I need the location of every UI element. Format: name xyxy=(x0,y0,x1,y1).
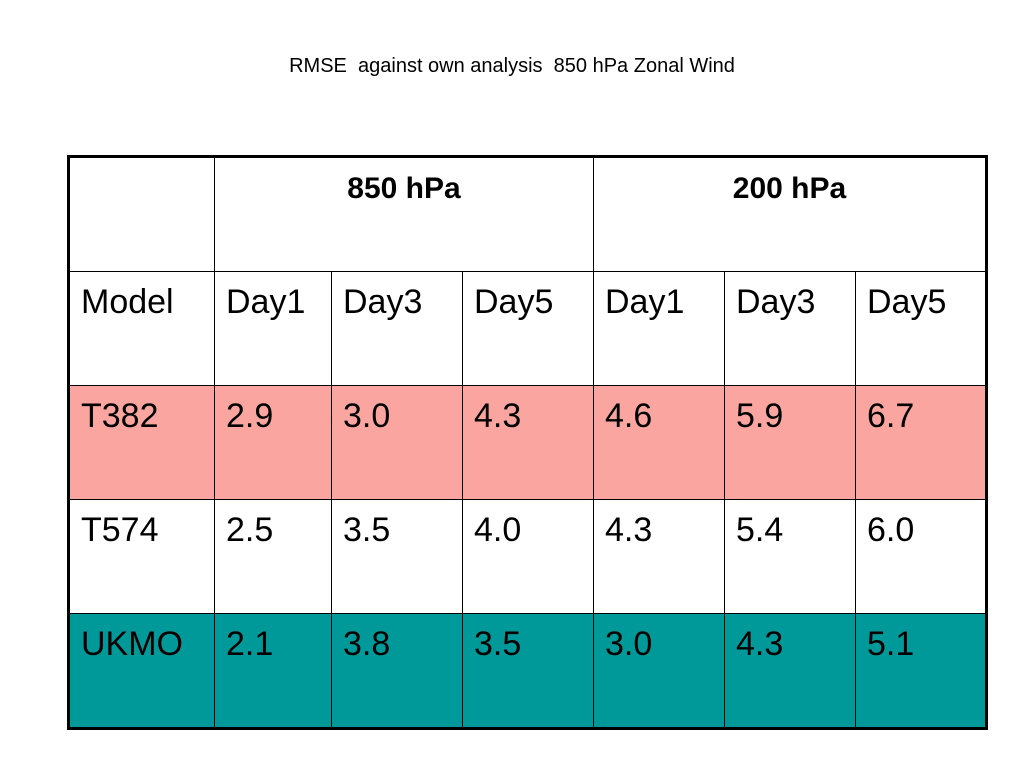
column-header: Day5 xyxy=(855,271,987,386)
value-cell: 2.9 xyxy=(214,385,332,500)
column-header: Day1 xyxy=(214,271,332,386)
table-row-t574: T574 2.5 3.5 4.0 4.3 5.4 6.0 xyxy=(68,499,987,614)
value-cell: 4.6 xyxy=(593,385,725,500)
corner-cell xyxy=(68,156,215,272)
table-row-t382: T382 2.9 3.0 4.3 4.6 5.9 6.7 xyxy=(68,385,987,500)
value-cell: 3.8 xyxy=(331,613,463,729)
group-header-row: 850 hPa 200 hPa xyxy=(68,156,987,272)
value-cell: 2.5 xyxy=(214,499,332,614)
page-title: RMSE against own analysis 850 hPa Zonal … xyxy=(289,55,735,77)
value-cell: 6.7 xyxy=(855,385,987,500)
value-cell: 4.0 xyxy=(462,499,594,614)
value-cell: 6.0 xyxy=(855,499,987,614)
rmse-table: 850 hPa 200 hPa Model Day1 Day3 Day5 Day… xyxy=(67,155,988,730)
value-cell: 4.3 xyxy=(462,385,594,500)
value-cell: 3.0 xyxy=(593,613,725,729)
column-header: Model xyxy=(68,271,215,386)
group-header-200: 200 hPa xyxy=(593,156,987,272)
column-header: Day3 xyxy=(331,271,463,386)
value-cell: 3.0 xyxy=(331,385,463,500)
value-cell: 4.3 xyxy=(593,499,725,614)
value-cell: 3.5 xyxy=(462,613,594,729)
group-header-850: 850 hPa xyxy=(214,156,594,272)
column-header-row: Model Day1 Day3 Day5 Day1 Day3 Day5 xyxy=(68,271,987,386)
value-cell: 4.3 xyxy=(724,613,856,729)
value-cell: 5.9 xyxy=(724,385,856,500)
column-header: Day1 xyxy=(593,271,725,386)
column-header: Day5 xyxy=(462,271,594,386)
column-header: Day3 xyxy=(724,271,856,386)
value-cell: 5.1 xyxy=(855,613,987,729)
table-row-ukmo: UKMO 2.1 3.8 3.5 3.0 4.3 5.1 xyxy=(68,613,987,729)
value-cell: 2.1 xyxy=(214,613,332,729)
model-cell: T382 xyxy=(68,385,215,500)
model-cell: T574 xyxy=(68,499,215,614)
value-cell: 5.4 xyxy=(724,499,856,614)
value-cell: 3.5 xyxy=(331,499,463,614)
model-cell: UKMO xyxy=(68,613,215,729)
